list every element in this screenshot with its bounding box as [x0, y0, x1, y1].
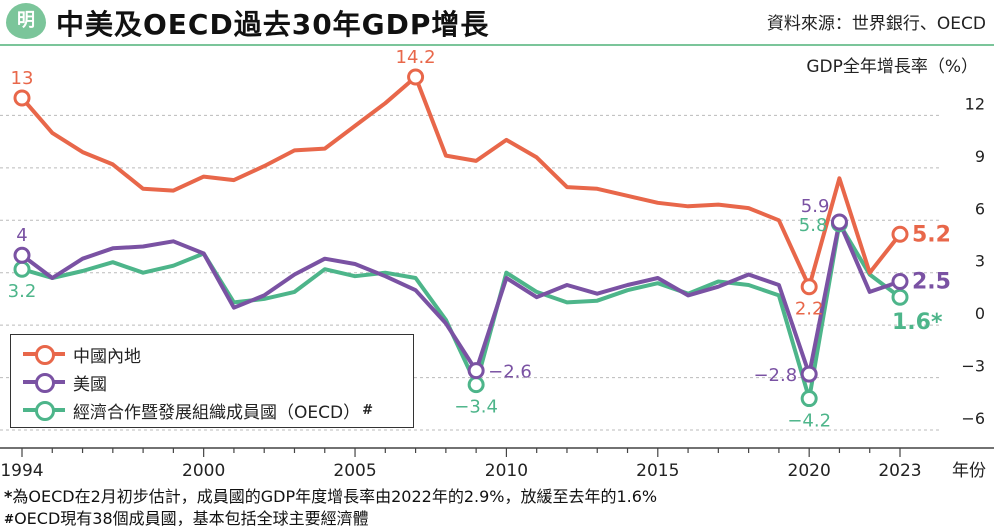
y-axis-label: GDP全年增長率（%）: [806, 57, 978, 77]
data-label-oecd-2020: −4.2: [787, 411, 831, 432]
data-label-oecd-1994: 3.2: [8, 281, 37, 302]
marker-oecd-2020: [800, 390, 818, 408]
data-label-usa-1994: 4: [16, 225, 27, 246]
header-divider: [0, 44, 994, 46]
marker-usa-2021: [830, 213, 848, 231]
data-label-oecd-2023: 1.6*: [892, 310, 943, 335]
data-label-usa-2023: 2.5: [912, 269, 951, 294]
data-label-oecd-2021: 5.8: [799, 215, 828, 236]
marker-usa-1994: [13, 246, 31, 264]
marker-china-2023: [891, 225, 909, 243]
data-label-china-2020: 2.2: [795, 299, 824, 320]
gdp-line-chart: 12 9 6 3 0 −3 −6 GDP全年增長率（%） 1994 2000 2005 2010 201…: [0, 47, 994, 481]
chart-legend: 中國內地 美國 經濟合作暨發展組織成員國（OECD） #: [10, 334, 414, 428]
y-tick-label-2: 6: [975, 199, 985, 218]
x-tick-label-2023: 2023: [878, 461, 921, 481]
series-line-usa: [20, 220, 902, 377]
marker-oecd-2009: [467, 376, 485, 394]
data-label-china-1994: 13: [11, 68, 34, 89]
footnote-1-text: 為OECD在2月初步估計，成員國的GDP年度增長率由2022年的2.9%，放緩至…: [12, 487, 658, 506]
legend-item-usa: 美國: [23, 369, 107, 395]
footnote-2-text: OECD現有38個成員國，基本包括全球主要經濟體: [14, 509, 369, 528]
series-line-china: [20, 75, 902, 289]
y-tick-label-5: −3: [961, 357, 985, 376]
legend-swatch-oecd: [23, 400, 65, 421]
marker-china-2020: [800, 278, 818, 296]
x-tick-label-2015: 2015: [636, 461, 679, 481]
legend-swatch-usa: [23, 372, 65, 393]
marker-china-1994: [13, 89, 31, 107]
chart-title: 中美及OECD過去30年GDP增長: [56, 8, 490, 41]
marker-usa-2020: [800, 365, 818, 383]
header: 明 中美及OECD過去30年GDP增長 資料來源：世界銀行、OECD: [0, 0, 994, 44]
footnote-2: #OECD現有38個成員國，基本包括全球主要經濟體: [4, 508, 657, 530]
x-tick-label-2020: 2020: [788, 461, 831, 481]
marker-usa-2009: [467, 362, 485, 380]
y-tick-label-4: 0: [975, 304, 985, 323]
y-tick-label-0: 12: [965, 94, 985, 113]
data-label-china-2007: 14.2: [396, 47, 436, 68]
y-tick-label-1: 9: [975, 147, 985, 166]
series-line-oecd: [20, 221, 902, 401]
footnote-1-mark: *: [4, 487, 13, 506]
legend-swatch-china: [23, 344, 65, 365]
data-label-usa-2021: 5.9: [801, 196, 830, 217]
marker-oecd-1994: [13, 260, 31, 278]
footnote-2-mark: #: [4, 512, 15, 526]
footnote-1: *為OECD在2月初步估計，成員國的GDP年度增長率由2022年的2.9%，放緩…: [4, 486, 657, 508]
legend-item-china: 中國內地: [23, 341, 141, 367]
data-label-china-2023: 5.2: [912, 222, 951, 247]
marker-oecd-2023: [891, 288, 909, 306]
data-label-oecd-2009: −3.4: [454, 397, 498, 418]
legend-item-oecd: 經濟合作暨發展組織成員國（OECD） #: [23, 397, 373, 423]
marker-china-2007: [407, 68, 425, 86]
x-tick-label-1994: 1994: [0, 461, 43, 481]
x-tick-label-2000: 2000: [182, 461, 225, 481]
legend-label-oecd: 經濟合作暨發展組織成員國（OECD）: [73, 402, 361, 423]
legend-label-china: 中國內地: [73, 346, 141, 367]
legend-label-usa: 美國: [73, 374, 107, 395]
data-label-usa-2020: −2.8: [753, 365, 797, 386]
x-tick-label-2010: 2010: [485, 461, 528, 481]
legend-footnote-mark: #: [362, 402, 373, 418]
marker-usa-2023: [891, 272, 909, 290]
footnotes: *為OECD在2月初步估計，成員國的GDP年度增長率由2022年的2.9%，放緩…: [4, 486, 657, 530]
data-label-usa-2009: −2.6: [488, 362, 532, 383]
y-tick-label-6: −6: [961, 409, 985, 428]
x-axis-label: 年份: [952, 461, 986, 481]
y-tick-label-3: 3: [975, 252, 985, 271]
newspaper-logo: 明: [6, 3, 46, 39]
x-tick-label-2005: 2005: [333, 461, 376, 481]
data-source: 資料來源：世界銀行、OECD: [766, 14, 986, 34]
